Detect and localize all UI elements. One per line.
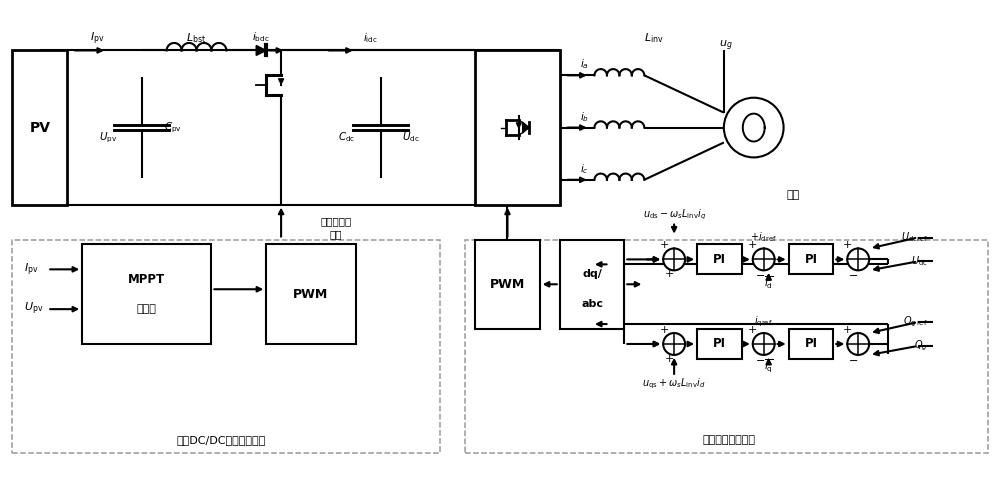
Text: $L_{\rm inv}$: $L_{\rm inv}$ — [644, 32, 664, 46]
Bar — [697, 244, 742, 274]
Circle shape — [724, 98, 784, 158]
Bar — [266, 244, 356, 344]
Bar — [12, 50, 67, 205]
Bar — [560, 240, 624, 329]
Text: MPPT: MPPT — [128, 273, 165, 286]
Circle shape — [753, 249, 775, 270]
Bar — [697, 329, 742, 359]
Bar — [789, 244, 833, 274]
Text: $i_c$: $i_c$ — [580, 162, 589, 176]
Text: $u_{\rm qs}+\omega_s L_{\rm inv}i_d$: $u_{\rm qs}+\omega_s L_{\rm inv}i_d$ — [642, 376, 706, 391]
Text: $u_g$: $u_g$ — [719, 38, 733, 53]
Text: 信号: 信号 — [330, 229, 342, 240]
Text: $i_b$: $i_b$ — [580, 110, 589, 124]
Text: $i_{\rm bdc}$: $i_{\rm bdc}$ — [252, 31, 270, 45]
Text: $U_{\rm pv}$: $U_{\rm pv}$ — [24, 301, 44, 318]
Text: $Q_{\rm g\,ref}$: $Q_{\rm g\,ref}$ — [903, 315, 928, 329]
FancyBboxPatch shape — [12, 240, 440, 454]
Text: +: + — [664, 269, 674, 279]
Polygon shape — [256, 46, 266, 56]
Text: PI: PI — [713, 338, 726, 351]
Text: $C_{\rm dc}$: $C_{\rm dc}$ — [338, 131, 356, 144]
Bar — [789, 329, 833, 359]
Text: $I_{\rm pv}$: $I_{\rm pv}$ — [24, 261, 39, 277]
Text: $-$: $-$ — [848, 354, 858, 364]
Polygon shape — [523, 123, 529, 133]
Text: $i_a$: $i_a$ — [580, 57, 589, 71]
Text: +: + — [748, 240, 757, 251]
Circle shape — [663, 249, 685, 270]
Text: $\overline{i_{\rm d}}$: $\overline{i_{\rm d}}$ — [764, 274, 774, 291]
Text: $L_{\rm bst}$: $L_{\rm bst}$ — [186, 32, 207, 46]
Text: $U_{\rm dc}$: $U_{\rm dc}$ — [911, 254, 928, 268]
Text: +: + — [664, 354, 674, 364]
Text: $-$: $-$ — [755, 269, 765, 279]
Text: PI: PI — [804, 253, 817, 266]
Bar — [475, 240, 540, 329]
Text: $U_{\rm dc}$: $U_{\rm dc}$ — [402, 131, 420, 144]
Text: +: + — [843, 240, 852, 251]
Text: $C_{\rm pv}$: $C_{\rm pv}$ — [164, 120, 182, 135]
Text: 开关管控制: 开关管控制 — [320, 217, 351, 227]
Text: 控制器: 控制器 — [137, 304, 157, 314]
Text: PWM: PWM — [293, 288, 329, 301]
Text: $I_{\rm pv}$: $I_{\rm pv}$ — [90, 30, 104, 47]
Text: $u_{\rm ds}-\omega_s L_{\rm inv}i_q$: $u_{\rm ds}-\omega_s L_{\rm inv}i_q$ — [643, 207, 706, 222]
Text: PWM: PWM — [490, 278, 525, 291]
Text: $-$: $-$ — [848, 269, 858, 279]
Text: $U_{\rm dcref}$: $U_{\rm dcref}$ — [901, 230, 928, 244]
Text: +: + — [843, 325, 852, 335]
Circle shape — [663, 333, 685, 355]
Text: $i_{\rm idc}$: $i_{\rm idc}$ — [363, 32, 378, 46]
Text: 电网: 电网 — [787, 190, 800, 200]
FancyBboxPatch shape — [465, 240, 988, 454]
Text: $\overline{i_{\rm q}}$: $\overline{i_{\rm q}}$ — [764, 358, 774, 376]
Text: $U_{\rm pv}$: $U_{\rm pv}$ — [99, 130, 117, 145]
Circle shape — [753, 333, 775, 355]
Text: +: + — [659, 325, 669, 335]
Text: $i_{\rm qref}$: $i_{\rm qref}$ — [754, 315, 773, 329]
Text: $-$: $-$ — [755, 354, 765, 364]
Text: $Q_g$: $Q_g$ — [914, 339, 928, 353]
Text: +: + — [748, 325, 757, 335]
Text: PV: PV — [29, 121, 50, 135]
Text: 网侧逆变器控制器: 网侧逆变器控制器 — [702, 435, 755, 445]
Text: PI: PI — [713, 253, 726, 266]
Text: abc: abc — [581, 299, 603, 309]
Circle shape — [847, 249, 869, 270]
Bar — [475, 50, 560, 205]
Text: $+i_{\rm dref}$: $+i_{\rm dref}$ — [750, 230, 777, 244]
Text: +: + — [659, 240, 669, 251]
Text: dq/: dq/ — [582, 269, 602, 279]
Text: 前级DC/DC变换器控制器: 前级DC/DC变换器控制器 — [177, 435, 266, 445]
Circle shape — [847, 333, 869, 355]
Text: PI: PI — [804, 338, 817, 351]
Bar — [82, 244, 211, 344]
